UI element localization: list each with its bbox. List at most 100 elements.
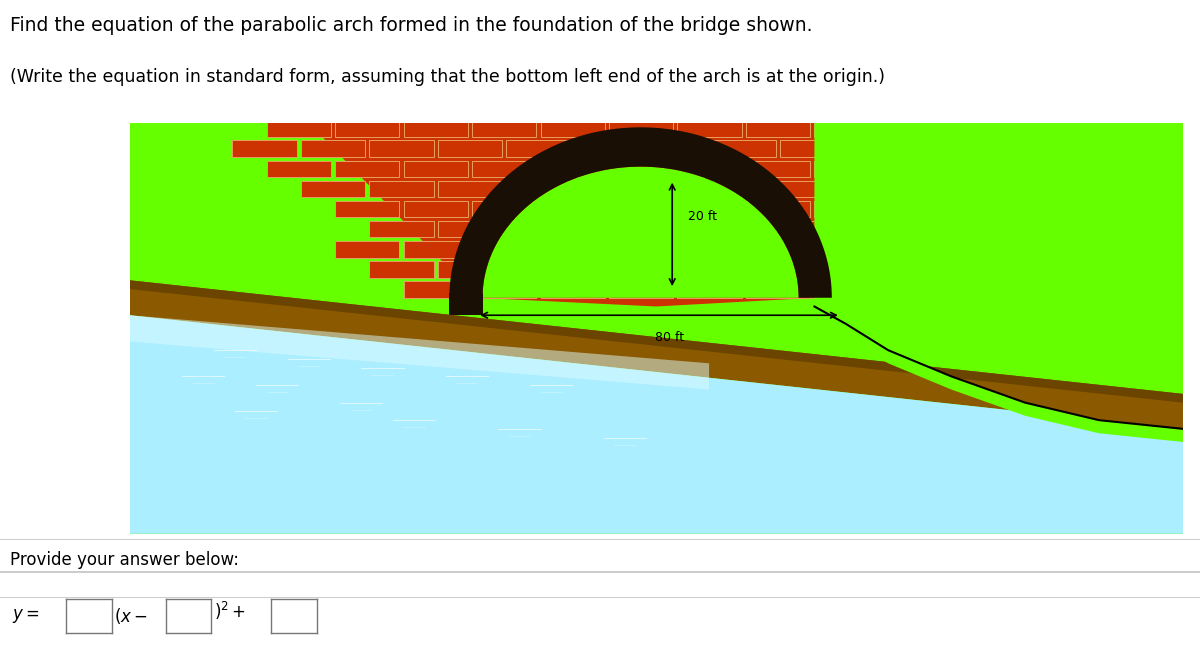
Bar <box>575 221 640 237</box>
Bar <box>540 201 605 217</box>
Bar <box>506 181 570 197</box>
Bar <box>815 241 878 258</box>
Polygon shape <box>815 123 1183 429</box>
Polygon shape <box>130 280 1183 429</box>
Bar <box>917 181 982 197</box>
Polygon shape <box>130 315 709 389</box>
Bar <box>370 261 433 278</box>
Bar <box>370 221 433 237</box>
Bar <box>438 181 502 197</box>
Bar <box>746 120 810 137</box>
Polygon shape <box>815 307 1183 442</box>
Bar <box>848 181 913 197</box>
Bar <box>952 160 1015 177</box>
Bar <box>472 120 536 137</box>
Bar <box>780 261 845 278</box>
Bar <box>506 221 570 237</box>
Bar <box>608 281 673 298</box>
Bar <box>883 120 947 137</box>
Bar <box>540 160 605 177</box>
Polygon shape <box>130 123 308 298</box>
Text: 20 ft: 20 ft <box>688 210 718 223</box>
Bar <box>335 201 400 217</box>
Bar <box>1020 120 1084 137</box>
Bar <box>848 261 913 278</box>
Bar <box>540 241 605 258</box>
Bar <box>780 221 845 237</box>
Bar <box>472 160 536 177</box>
Polygon shape <box>482 167 799 298</box>
Bar <box>643 221 708 237</box>
Bar <box>883 241 947 258</box>
Bar <box>712 181 776 197</box>
Bar <box>815 160 878 177</box>
Bar <box>403 281 468 298</box>
Bar <box>712 261 776 278</box>
Bar <box>335 120 400 137</box>
Text: Provide your answer below:: Provide your answer below: <box>10 551 239 569</box>
Bar <box>883 201 947 217</box>
Bar <box>643 181 708 197</box>
Bar <box>575 181 640 197</box>
Bar <box>370 140 433 157</box>
Bar <box>815 201 878 217</box>
Bar <box>266 160 331 177</box>
Polygon shape <box>308 123 1004 307</box>
Bar <box>952 120 1015 137</box>
Bar <box>746 241 810 258</box>
Text: (Write the equation in standard form, assuming that the bottom left end of the a: (Write the equation in standard form, as… <box>10 68 884 86</box>
Text: 80 ft: 80 ft <box>655 331 684 344</box>
Bar <box>746 201 810 217</box>
Text: $(x-$: $(x-$ <box>114 606 148 626</box>
Bar <box>438 140 502 157</box>
Polygon shape <box>130 315 1183 534</box>
Bar <box>848 140 913 157</box>
Bar <box>678 241 742 258</box>
Bar <box>917 221 982 237</box>
Bar <box>678 201 742 217</box>
Bar <box>472 201 536 217</box>
Text: $y =$: $y =$ <box>12 607 40 625</box>
Bar <box>575 261 640 278</box>
Bar <box>403 241 468 258</box>
Bar <box>472 241 536 258</box>
Text: Find the equation of the parabolic arch formed in the foundation of the bridge s: Find the equation of the parabolic arch … <box>10 16 812 35</box>
Bar <box>712 140 776 157</box>
Bar <box>815 120 878 137</box>
Bar <box>780 181 845 197</box>
Bar <box>403 160 468 177</box>
Bar <box>608 201 673 217</box>
Bar <box>233 140 296 157</box>
Polygon shape <box>130 280 1183 402</box>
Text: $)^2+$: $)^2+$ <box>214 600 246 622</box>
Bar <box>472 281 536 298</box>
Bar <box>815 281 878 298</box>
Bar <box>746 281 810 298</box>
Bar <box>403 201 468 217</box>
Bar <box>575 140 640 157</box>
Bar <box>678 160 742 177</box>
Bar <box>335 241 400 258</box>
Bar <box>608 160 673 177</box>
Bar <box>403 120 468 137</box>
Bar <box>438 261 502 278</box>
Bar <box>335 160 400 177</box>
Bar <box>678 120 742 137</box>
Bar <box>985 140 1050 157</box>
Bar <box>917 140 982 157</box>
Bar <box>780 140 845 157</box>
Bar <box>746 160 810 177</box>
Bar <box>449 293 482 315</box>
Bar <box>540 120 605 137</box>
Bar <box>266 120 331 137</box>
Bar <box>438 221 502 237</box>
Bar <box>540 281 605 298</box>
Bar <box>848 221 913 237</box>
Bar <box>301 140 365 157</box>
Bar <box>370 181 433 197</box>
Bar <box>643 140 708 157</box>
Bar <box>301 181 365 197</box>
Bar <box>643 261 708 278</box>
Bar <box>678 281 742 298</box>
Bar <box>712 221 776 237</box>
